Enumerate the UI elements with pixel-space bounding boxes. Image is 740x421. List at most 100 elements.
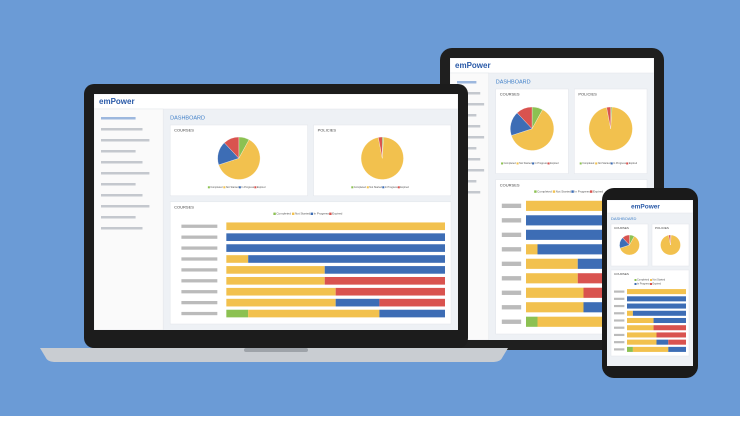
legend-label: Not Started	[226, 186, 239, 189]
bar-segment	[335, 287, 445, 296]
nav-item	[101, 172, 150, 175]
nav-item	[101, 194, 143, 197]
pie-slice	[218, 139, 261, 180]
nav-item	[101, 205, 150, 208]
row-label	[501, 290, 522, 295]
legend-swatch	[366, 186, 369, 189]
legend-swatch	[516, 162, 519, 165]
laptop-notch	[244, 348, 308, 352]
page-heading: DASHBOARD	[611, 216, 636, 221]
phone-screen: emPower DASHBOARD COURSES POLICIES COURSES Co…	[607, 200, 693, 366]
legend-swatch	[650, 279, 652, 281]
bar-segment	[526, 273, 578, 284]
legend-label: Expired	[629, 162, 638, 165]
bar-segment	[537, 316, 607, 327]
bar-segment	[379, 298, 445, 307]
legend-label: Not Started	[653, 279, 666, 282]
legend-swatch	[610, 162, 613, 165]
row-label	[181, 311, 218, 316]
bar-segment	[656, 332, 686, 338]
bar-segment	[526, 215, 641, 226]
bar-segment	[379, 309, 445, 318]
legend-swatch	[329, 212, 332, 215]
legend-swatch	[238, 186, 241, 189]
bar-segment	[226, 266, 325, 274]
page-heading: DASHBOARD	[496, 79, 531, 85]
legend-swatch	[501, 162, 504, 165]
legend-swatch	[547, 162, 550, 165]
legend-swatch	[626, 162, 629, 165]
pie-slice	[619, 236, 640, 256]
card-title: COURSES	[174, 204, 194, 209]
bar-segment	[226, 255, 249, 263]
nav-item	[457, 103, 485, 106]
legend-swatch	[579, 162, 582, 165]
nav-item	[457, 136, 485, 139]
bar-segment	[632, 346, 669, 352]
row-label	[614, 333, 625, 337]
card-title: COURSES	[614, 226, 629, 230]
legend-swatch	[223, 186, 226, 189]
legend-swatch	[397, 186, 400, 189]
bar-segment	[526, 287, 584, 298]
nav-item	[101, 227, 143, 230]
nav-item	[457, 191, 481, 194]
topbar	[450, 58, 654, 74]
legend-swatch	[571, 190, 574, 193]
bar-segment	[653, 325, 686, 331]
row-label	[614, 319, 625, 322]
bar-segment	[526, 200, 641, 211]
legend-swatch	[273, 212, 276, 215]
nav-item	[457, 92, 481, 95]
pie-slice	[224, 136, 240, 159]
pie-slice	[511, 109, 555, 151]
legend-swatch	[351, 186, 354, 189]
bar-segment	[632, 310, 686, 316]
card-title: COURSES	[614, 272, 629, 276]
legend-label: Completed	[582, 162, 595, 165]
bar-segment	[324, 266, 445, 274]
page-heading: DASHBOARD	[170, 115, 205, 121]
bar-segment	[226, 298, 336, 307]
card-title: COURSES	[174, 128, 194, 133]
bar-segment	[627, 296, 686, 302]
legend-label: Completed	[210, 186, 223, 189]
bar-segment	[583, 302, 607, 313]
nav-item	[101, 183, 136, 186]
row-label	[614, 297, 625, 300]
bar-segment	[653, 317, 686, 324]
card-title: COURSES	[500, 92, 520, 97]
row-label	[181, 257, 218, 261]
bar-segment	[627, 310, 633, 316]
row-label	[181, 290, 218, 294]
legend-label: Not Started	[295, 212, 311, 216]
legend-label: In Progress	[385, 186, 399, 189]
legend-label: In Progress	[637, 283, 651, 286]
pie-slice	[378, 136, 383, 159]
legend-swatch	[310, 212, 313, 215]
pie-slice	[622, 234, 630, 246]
bar-segment	[627, 339, 657, 345]
legend-label: In Progress	[535, 162, 549, 165]
sidebar	[94, 108, 164, 330]
bar-segment	[627, 332, 657, 338]
brand-logo: emPower	[99, 97, 135, 106]
bar-segment	[656, 339, 669, 345]
nav-item	[101, 216, 136, 219]
row-label	[181, 235, 218, 239]
bar-segment	[526, 302, 584, 313]
row-label	[181, 279, 218, 283]
row-label	[501, 203, 522, 209]
row-label	[501, 261, 522, 266]
nav-item	[101, 150, 136, 153]
bar-segment	[627, 317, 654, 324]
card-title: POLICIES	[318, 128, 337, 133]
nav-item	[457, 81, 477, 84]
row-label	[501, 305, 522, 310]
bar-segment	[526, 316, 538, 327]
legend-label: Not Started	[519, 162, 532, 165]
bar-segment	[627, 289, 686, 295]
row-label	[614, 304, 625, 308]
legend-label: Expired	[653, 283, 662, 286]
row-label	[614, 348, 625, 351]
